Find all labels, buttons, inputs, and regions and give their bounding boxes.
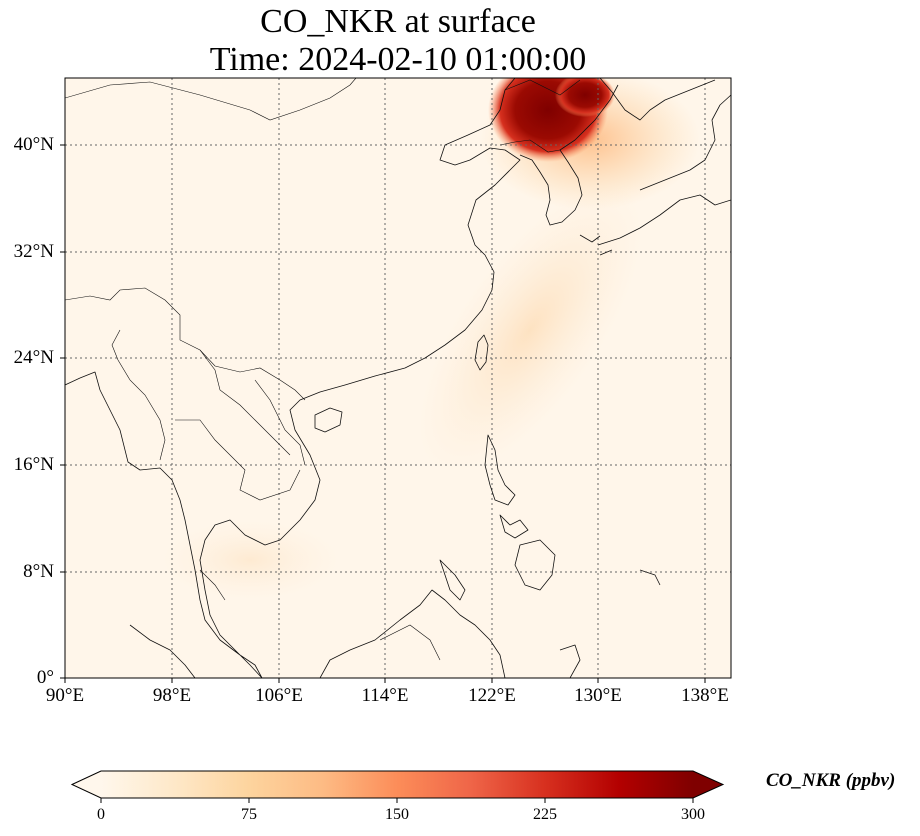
coastlines [65, 78, 731, 678]
palawan-coastline [439, 559, 466, 601]
lon-tick-label: 130°E [574, 685, 622, 706]
colorbar [70, 770, 725, 803]
colorbar-tick-label: 150 [385, 806, 409, 823]
lon-tick-label: 106°E [255, 685, 303, 706]
lat-tick-label: 0° [36, 667, 54, 688]
colorbar-tick-label: 0 [97, 806, 105, 823]
axis-tick-marks [60, 144, 706, 683]
concentration-hot-core-east [555, 78, 615, 117]
hainan-coastline [314, 407, 343, 433]
mainland-asia-coastline [65, 78, 521, 678]
lat-tick-label: 40°N [13, 134, 54, 155]
sulawesi-coastline [559, 644, 581, 678]
country-borders [65, 78, 581, 661]
colorbar-extend-low [72, 771, 101, 798]
thailand-cambodia-border [175, 419, 301, 501]
lat-tick-label: 24°N [13, 347, 54, 368]
mindanao-coastline [514, 539, 556, 591]
colorbar-extend-high [693, 771, 723, 798]
visayas-coastline [499, 514, 529, 539]
malaysia-border [199, 569, 226, 601]
plot-title: CO_NKR at surface [260, 3, 536, 40]
korea-border [499, 139, 561, 153]
myanmar-border [111, 329, 166, 461]
lat-tick-label: 32°N [13, 241, 54, 262]
borneo-coastline [319, 589, 506, 678]
china-south-border [65, 287, 306, 401]
russia-coastline [599, 78, 716, 121]
korean-peninsula-coastline [519, 84, 619, 226]
luzon-coastline [484, 434, 516, 506]
lon-tick-label: 114°E [361, 685, 409, 706]
colorbar-tick-label: 225 [533, 806, 557, 823]
colorbar-tick-label: 75 [241, 806, 257, 823]
concentration-faint-band [416, 185, 644, 475]
plot-subtitle-time: Time: 2024-02-10 01:00:00 [209, 41, 587, 78]
colorbar-gradient [101, 771, 693, 798]
lon-tick-label: 122°E [468, 685, 516, 706]
lon-tick-label: 138°E [681, 685, 729, 706]
mongolia-border [65, 78, 357, 121]
lon-tick-label: 90°E [45, 685, 85, 706]
borneo-border [379, 624, 441, 661]
colorbar-label: CO_NKR (ppbv) [766, 770, 896, 791]
gridlines [65, 78, 731, 678]
japan-coastline [579, 94, 731, 256]
sumatra-coastline [129, 624, 196, 678]
lon-tick-label: 98°E [152, 685, 192, 706]
china-russia-border [504, 79, 581, 96]
indonesia-north-coastline [639, 569, 661, 586]
lat-tick-label: 16°N [13, 454, 54, 475]
colorbar-tick-label: 300 [681, 806, 705, 823]
map-frame [64, 77, 732, 679]
laos-border [199, 349, 291, 456]
taiwan-coastline [474, 334, 489, 371]
vietnam-border [254, 379, 306, 466]
lat-tick-label: 8°N [23, 561, 54, 582]
